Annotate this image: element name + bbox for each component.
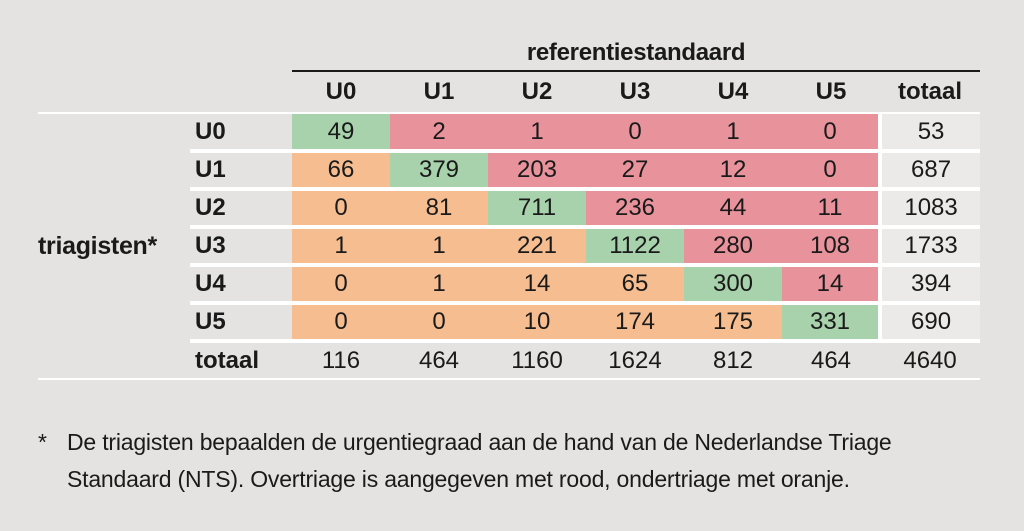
column-header-row: U0 U1 U2 U3 U4 U5 totaal (38, 71, 981, 114)
matrix-cell: 300 (684, 265, 782, 305)
totals-row-label: totaal (190, 341, 292, 380)
matrix-cell: 0 (292, 303, 390, 343)
table-row-u1: U1 66 379 203 27 12 0 687 (38, 151, 981, 191)
matrix-cell: 203 (488, 151, 586, 191)
matrix-cell: 108 (782, 227, 880, 267)
matrix-cell: 221 (488, 227, 586, 267)
row-label-u0: U0 (190, 113, 292, 153)
matrix-cell: 14 (488, 265, 586, 305)
table-row-u5: U5 0 0 10 174 175 331 690 (38, 303, 981, 343)
matrix-cell: 175 (684, 303, 782, 343)
column-total-cell: 464 (782, 341, 880, 380)
table-row-u2: U2 0 81 711 236 44 11 1083 (38, 189, 981, 229)
col-header-u4: U4 (684, 71, 782, 114)
matrix-cell: 44 (684, 189, 782, 229)
grand-total-cell: 4640 (880, 341, 981, 380)
matrix-cell: 174 (586, 303, 684, 343)
column-total-cell: 812 (684, 341, 782, 380)
row-label-u2: U2 (190, 189, 292, 229)
matrix-cell: 14 (782, 265, 880, 305)
column-total-cell: 1160 (488, 341, 586, 380)
col-header-totaal: totaal (880, 71, 981, 114)
matrix-cell: 1 (488, 113, 586, 153)
footnote-line-2: Standaard (NTS). Overtriage is aangegeve… (67, 466, 850, 492)
table-row-u0: triagisten* U0 49 2 1 0 1 0 53 (38, 113, 981, 380)
matrix-cell: 1122 (586, 227, 684, 267)
row-label-u3: U3 (190, 227, 292, 267)
matrix-cell: 10 (488, 303, 586, 343)
column-total-cell: 464 (390, 341, 488, 380)
matrix-cell: 66 (292, 151, 390, 191)
table-row-u3: U3 1 1 221 1122 280 108 1733 (38, 227, 981, 267)
row-total-cell: 687 (877, 151, 981, 191)
matrix-cell: 236 (586, 189, 684, 229)
row-total-cell: 394 (877, 265, 981, 305)
matrix-cell: 1 (390, 265, 488, 305)
table-row-u4: U4 0 1 14 65 300 14 394 (38, 265, 981, 305)
matrix-cell: 280 (684, 227, 782, 267)
spacer-cell (38, 71, 292, 114)
row-axis-label: triagisten* (38, 113, 190, 380)
column-total-cell: 116 (292, 341, 390, 380)
matrix-cell: 331 (782, 303, 880, 343)
matrix-cell: 27 (586, 151, 684, 191)
totals-row: totaal 116 464 1160 1624 812 464 4640 (38, 341, 981, 380)
matrix-cell: 0 (390, 303, 488, 343)
matrix-cell: 65 (586, 265, 684, 305)
matrix-cell: 81 (390, 189, 488, 229)
row-total-cell: 1733 (877, 227, 981, 267)
row-label-u5: U5 (190, 303, 292, 343)
reference-standard-header: referentiestandaard (292, 38, 981, 72)
matrix-cell: 0 (586, 113, 684, 153)
col-header-u3: U3 (586, 71, 684, 114)
matrix-cell: 0 (782, 151, 880, 191)
matrix-cell: 2 (390, 113, 488, 153)
row-total-cell: 53 (877, 113, 981, 153)
matrix-cell: 49 (292, 113, 390, 153)
footnote: * De triagisten bepaalden de urgentiegra… (38, 424, 998, 498)
matrix-cell: 379 (390, 151, 488, 191)
matrix-cell: 11 (782, 189, 880, 229)
col-header-u0: U0 (292, 71, 390, 114)
spacer-cell (38, 38, 292, 71)
row-label-u1: U1 (190, 151, 292, 191)
matrix-cell: 1 (292, 227, 390, 267)
footnote-text: De triagisten bepaalden de urgentiegraad… (67, 424, 892, 498)
matrix-cell: 12 (684, 151, 782, 191)
matrix-cell: 1 (684, 113, 782, 153)
matrix-cell: 0 (292, 189, 390, 229)
confusion-matrix-table: referentiestandaard U0 U1 U2 U3 U4 U5 to… (38, 38, 981, 380)
row-total-cell: 690 (877, 303, 981, 343)
reference-header-row: referentiestandaard (38, 38, 981, 72)
col-header-u2: U2 (488, 71, 586, 114)
footnote-marker: * (38, 429, 47, 455)
matrix-cell: 0 (292, 265, 390, 305)
matrix-cell: 1 (390, 227, 488, 267)
footnote-line-1: De triagisten bepaalden de urgentiegraad… (67, 429, 892, 455)
row-label-u4: U4 (190, 265, 292, 305)
matrix-cell: 711 (488, 189, 586, 229)
col-header-u5: U5 (782, 71, 880, 114)
col-header-u1: U1 (390, 71, 488, 114)
column-total-cell: 1624 (586, 341, 684, 380)
matrix-cell: 0 (782, 113, 880, 153)
row-total-cell: 1083 (877, 189, 981, 229)
